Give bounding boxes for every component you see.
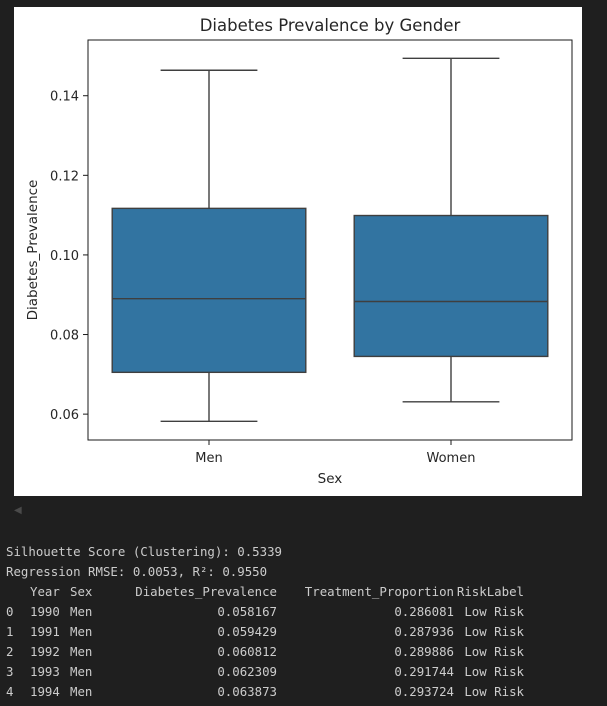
collapse-output-icon[interactable]: ◀ (14, 505, 22, 516)
treatment-proportion-cell: 0.293724 (394, 684, 454, 699)
table-row: 2 1992 Men 0.060812 0.289886 Low Risk (6, 642, 524, 662)
treatment-proportion-cell: 0.287936 (394, 624, 454, 639)
plot-panel: Diabetes Prevalence by Gender 0.06 0.08 0.1… (14, 7, 582, 496)
row-index: 0 (6, 604, 14, 619)
diabetes-prevalence-cell: 0.059429 (217, 624, 277, 639)
column-header-sex: Sex (70, 584, 93, 599)
diabetes-prevalence-cell: 0.060812 (217, 644, 277, 659)
risk-label-cell: Low Risk (464, 684, 524, 699)
y-tick-label: 0.10 (50, 249, 79, 264)
year-cell: 1993 (30, 664, 60, 679)
table-row: 0 1990 Men 0.058167 0.286081 Low Risk (6, 602, 524, 622)
dataframe-head-table: Year Sex Diabetes_Prevalence Treatment_P… (6, 582, 524, 702)
sex-cell: Men (70, 604, 93, 619)
diabetes-prevalence-cell: 0.063873 (217, 684, 277, 699)
diabetes-prevalence-cell: 0.062309 (217, 664, 277, 679)
year-cell: 1991 (30, 624, 60, 639)
silhouette-score-line: Silhouette Score (Clustering): 0.5339 (6, 544, 283, 559)
box-women (353, 214, 549, 358)
year-cell: 1992 (30, 644, 60, 659)
column-header-risk-label: RiskLabel (456, 584, 524, 599)
sex-cell: Men (70, 624, 93, 639)
row-index: 2 (6, 644, 14, 659)
year-cell: 1994 (30, 684, 60, 699)
treatment-proportion-cell: 0.286081 (394, 604, 454, 619)
axes-frame (87, 39, 573, 441)
box-men (111, 207, 307, 374)
treatment-proportion-cell: 0.291744 (394, 664, 454, 679)
y-tick-label: 0.12 (50, 169, 79, 184)
table-header-row: Year Sex Diabetes_Prevalence Treatment_P… (6, 582, 524, 602)
column-header-diabetes-prevalence: Diabetes_Prevalence (135, 584, 277, 599)
x-tick-label-women: Women (427, 451, 476, 466)
row-index: 3 (6, 664, 14, 679)
table-row: 4 1994 Men 0.063873 0.293724 Low Risk (6, 682, 524, 702)
treatment-proportion-cell: 0.289886 (394, 644, 454, 659)
diabetes-prevalence-cell: 0.058167 (217, 604, 277, 619)
y-axis-label: Diabetes_Prevalence (25, 180, 41, 321)
y-tick-label: 0.14 (50, 90, 79, 105)
risk-label-cell: Low Risk (464, 644, 524, 659)
table-row: 3 1993 Men 0.062309 0.291744 Low Risk (6, 662, 524, 682)
chart-title: Diabetes Prevalence by Gender (200, 16, 461, 35)
sex-cell: Men (70, 644, 93, 659)
column-header-treatment-proportion: Treatment_Proportion (304, 584, 454, 599)
boxplot-chart: Diabetes Prevalence by Gender 0.06 0.08 0.1… (25, 16, 573, 487)
row-index: 1 (6, 624, 14, 639)
table-row: 1 1991 Men 0.059429 0.287936 Low Risk (6, 622, 524, 642)
y-tick-label: 0.06 (50, 408, 79, 423)
risk-label-cell: Low Risk (464, 604, 524, 619)
sex-cell: Men (70, 664, 93, 679)
cell-output: Silhouette Score (Clustering): 0.5339 Re… (6, 542, 602, 702)
column-header-year: Year (30, 584, 60, 599)
risk-label-cell: Low Risk (464, 664, 524, 679)
risk-label-cell: Low Risk (464, 624, 524, 639)
sex-cell: Men (70, 684, 93, 699)
x-axis-label: Sex (318, 471, 343, 487)
year-cell: 1990 (30, 604, 60, 619)
row-index: 4 (6, 684, 14, 699)
regression-metrics-line: Regression RMSE: 0.0053, R²: 0.9550 (6, 564, 268, 579)
column-header-index (6, 582, 30, 602)
x-tick-label-men: Men (195, 451, 222, 466)
y-tick-label: 0.08 (50, 329, 79, 344)
